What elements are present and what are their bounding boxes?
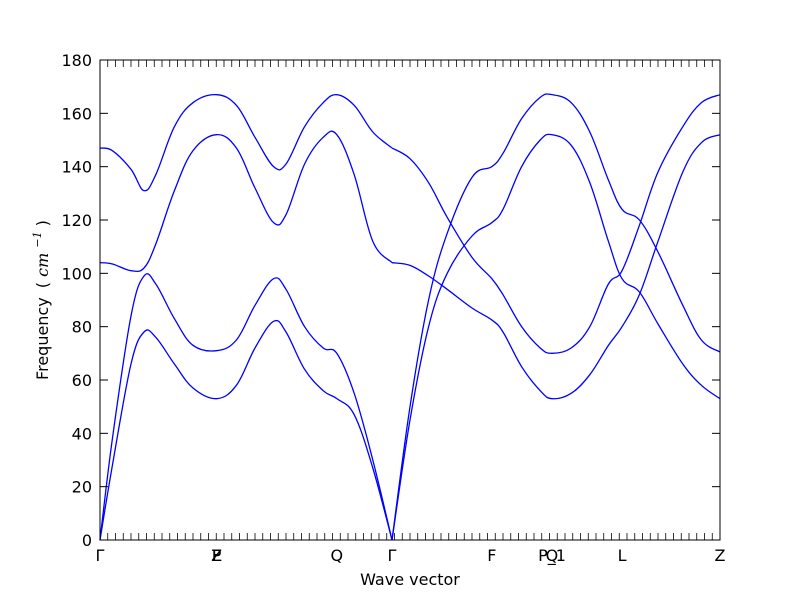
y-axis-unit-close: ) [33, 220, 52, 226]
y-tick-label: 160 [61, 104, 92, 123]
x-tick-label: Γ [388, 546, 397, 565]
y-axis-unit-exponent: −1 [31, 231, 44, 247]
y-tick-label: 20 [72, 478, 92, 497]
x-tick-label: Z [715, 546, 726, 565]
y-axis-unit: cm [33, 253, 52, 277]
x-axis-ticks: Γ FPZ Q Γ F P_1Q L Z [96, 546, 726, 566]
y-tick-label: 0 [82, 531, 92, 550]
x-tick-label: P_1 [538, 546, 566, 566]
y-axis-ticks: 0 20 40 60 80 100 120 140 160 180 [61, 51, 720, 550]
y-tick-label: 100 [61, 264, 92, 283]
y-tick-label: 40 [72, 424, 92, 443]
x-axis-title: Wave vector [360, 570, 460, 589]
band-line-8 [391, 133, 721, 541]
x-tick-label: F [212, 546, 221, 565]
x-tick-label: Q [331, 546, 344, 565]
x-tick-label: L [618, 546, 627, 565]
y-axis-unit-open: ( [33, 282, 52, 288]
band-line-3 [99, 273, 393, 541]
plot-area [100, 60, 720, 540]
y-tick-label: 180 [61, 51, 92, 70]
minor-ticks [99, 60, 721, 540]
y-tick-label: 80 [72, 318, 92, 337]
band-line-2 [99, 130, 393, 273]
band-lines [99, 93, 721, 541]
y-tick-label: 120 [61, 211, 92, 230]
x-tick-label: F [487, 546, 496, 565]
x-tick-label: P [212, 546, 222, 565]
band-line-5 [391, 94, 721, 354]
band-line-4 [99, 319, 393, 541]
y-axis-title: Frequency ( cm −1 ) [26, 220, 52, 380]
y-axis-label: Frequency [33, 297, 52, 380]
plot-frame [99, 59, 721, 541]
x-tick-label: Q [546, 546, 559, 565]
y-tick-label: 60 [72, 371, 92, 390]
band-line-1 [99, 93, 393, 192]
band-line-6 [391, 134, 721, 400]
x-tick-label: Z [211, 546, 222, 565]
x-tick-label: Γ [96, 546, 105, 565]
band-line-7 [391, 93, 721, 541]
y-tick-label: 140 [61, 158, 92, 177]
